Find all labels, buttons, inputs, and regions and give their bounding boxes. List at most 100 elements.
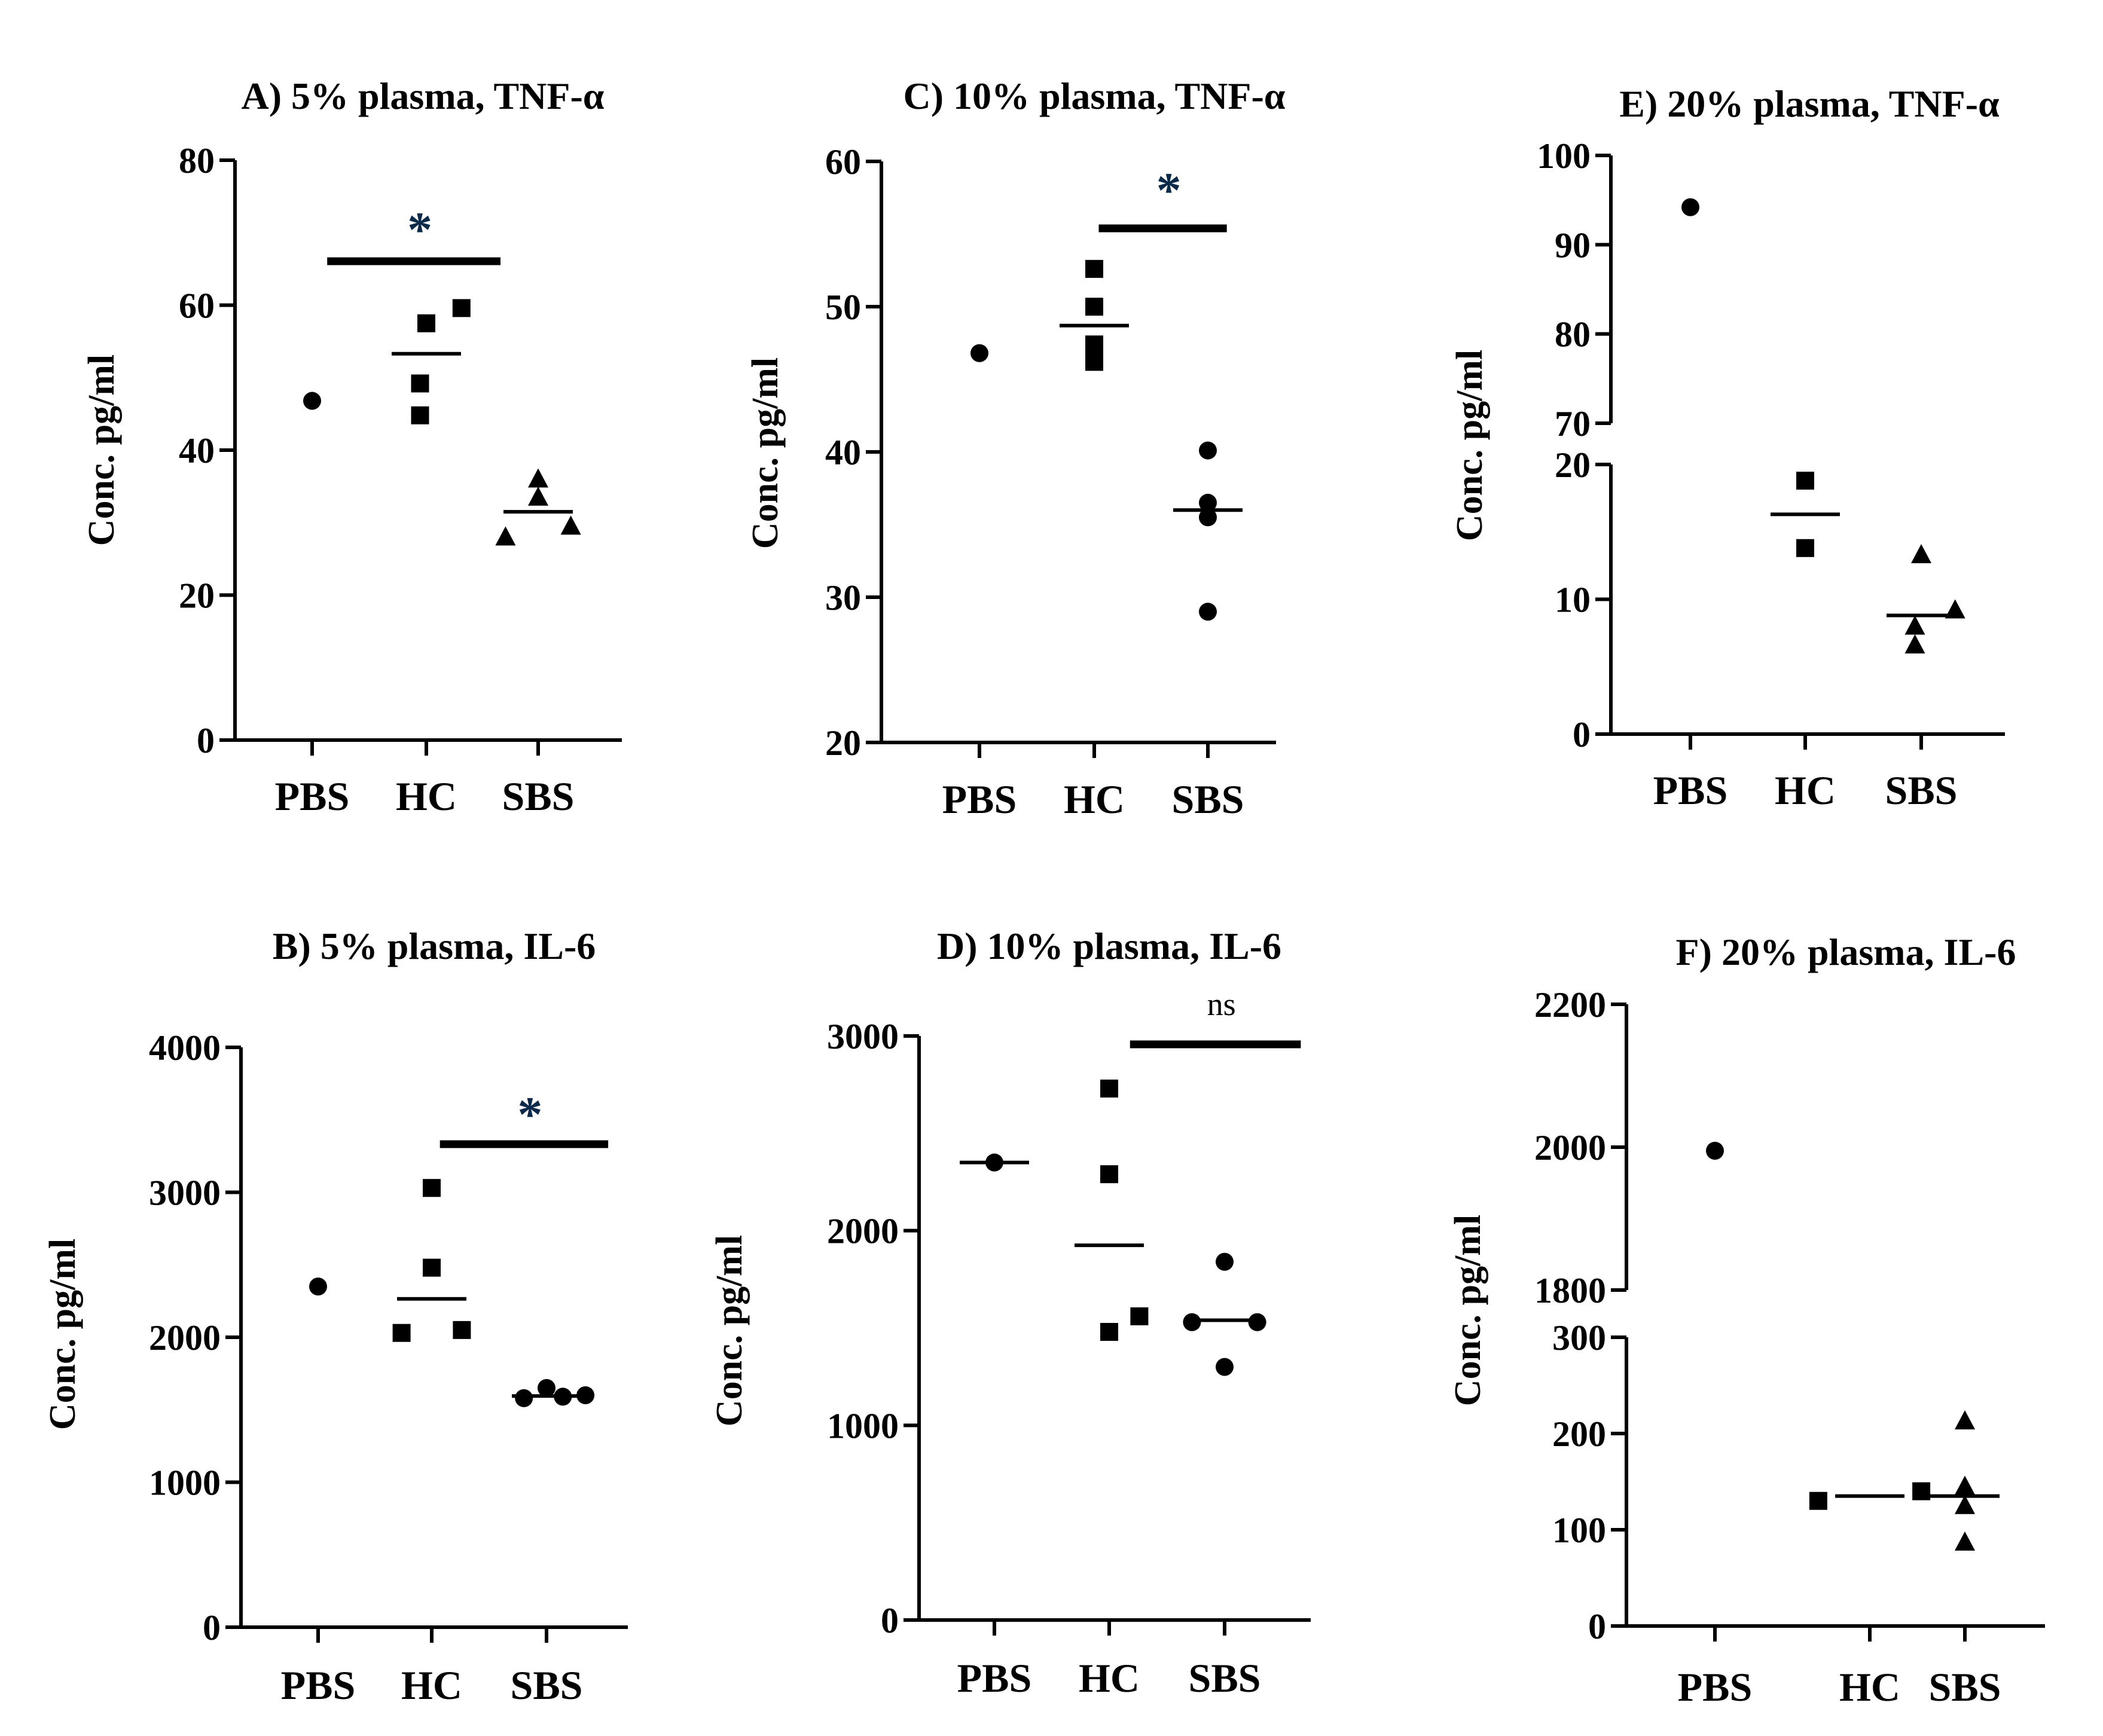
y-axis-label: Conc. pg/ml <box>81 354 122 546</box>
y-tick-label: 0 <box>881 1601 899 1640</box>
y-tick-label: 60 <box>825 142 861 182</box>
x-tick-label: SBS <box>502 774 575 819</box>
panel-title: B) 5% plasma, IL-6 <box>273 925 596 967</box>
y-axis-label: Conc. pg/ml <box>709 1235 750 1426</box>
data-point <box>970 344 988 362</box>
significance-label: * <box>1156 163 1182 218</box>
data-point <box>452 299 471 317</box>
panel-title: C) 10% plasma, TNF-α <box>904 75 1286 117</box>
y-tick-label: 1800 <box>1534 1271 1606 1310</box>
significance-label: * <box>407 202 432 258</box>
y-tick-label: 0 <box>203 1608 221 1648</box>
y-tick-label: 70 <box>1555 404 1591 444</box>
data-point <box>1085 259 1103 278</box>
data-point <box>1945 599 1965 619</box>
x-tick-label: PBS <box>275 774 350 819</box>
data-point <box>1955 1494 1975 1514</box>
y-tick-label: 0 <box>197 721 215 760</box>
data-point <box>1183 1313 1201 1331</box>
y-tick-label: 10 <box>1555 580 1591 620</box>
x-tick-label: HC <box>1079 1655 1140 1701</box>
data-point <box>576 1386 595 1404</box>
data-point <box>1100 1323 1118 1341</box>
y-tick-label: 3000 <box>827 1017 899 1056</box>
y-tick-label: 40 <box>825 433 861 472</box>
data-point <box>411 374 429 393</box>
y-tick-label: 2000 <box>827 1212 899 1251</box>
y-tick-label: 30 <box>825 578 861 618</box>
data-point <box>560 515 581 535</box>
data-point <box>1911 544 1931 564</box>
y-axis-label: Conc. pg/ml <box>42 1239 83 1430</box>
panel-f: F) 20% plasma, IL-6 Conc. pg/ml 0 100 200 300… <box>1448 931 2045 1710</box>
x-tick-label: HC <box>1064 777 1125 822</box>
data-point <box>1248 1313 1266 1331</box>
x-tick-label: SBS <box>1929 1664 2001 1710</box>
data-point <box>495 526 516 546</box>
panel-c: C) 10% plasma, TNF-α Conc. pg/ml 20 30 40 50 6… <box>745 75 1286 822</box>
x-tick-label: HC <box>1775 768 1836 813</box>
x-tick-label: PBS <box>281 1662 356 1708</box>
data-point <box>392 1324 411 1342</box>
y-axis-label: Conc. pg/ml <box>1449 350 1490 541</box>
data-point <box>1199 508 1217 527</box>
x-tick-label: SBS <box>1885 768 1958 813</box>
y-tick-label: 40 <box>179 431 215 470</box>
x-tick-label: HC <box>396 774 457 819</box>
data-point <box>1216 1252 1234 1271</box>
panel-title: A) 5% plasma, TNF-α <box>242 75 605 117</box>
y-tick-label: 90 <box>1555 225 1591 265</box>
x-tick-label: SBS <box>1172 777 1244 822</box>
x-tick-label: PBS <box>957 1655 1032 1701</box>
y-tick-label: 20 <box>179 576 215 616</box>
panel-a: A) 5% plasma, TNF-α Conc. pg/ml 0 20 40 60 80 P… <box>81 75 622 819</box>
data-point <box>1904 615 1925 635</box>
y-tick-label: 80 <box>179 141 215 181</box>
y-tick-label: 1000 <box>149 1463 221 1503</box>
y-tick-label: 1000 <box>827 1406 899 1445</box>
data-point <box>1085 298 1103 316</box>
data-point <box>303 392 321 410</box>
y-tick-label: 200 <box>1552 1414 1606 1454</box>
data-point <box>417 314 435 332</box>
data-point <box>1912 1482 1931 1500</box>
data-point <box>1216 1358 1234 1376</box>
data-point <box>411 406 429 424</box>
x-tick-label: SBS <box>1189 1655 1261 1701</box>
data-point <box>1199 441 1217 460</box>
significance-label: ns <box>1207 986 1236 1022</box>
x-tick-label: PBS <box>1653 768 1728 813</box>
panel-d: D) 10% plasma, IL-6 Conc. pg/ml 0 1000 2000 3… <box>709 925 1311 1701</box>
y-axis-label: Conc. pg/ml <box>1448 1215 1488 1406</box>
data-point <box>1085 353 1103 371</box>
data-point <box>1706 1141 1724 1160</box>
y-tick-label: 80 <box>1555 315 1591 354</box>
x-tick-label: HC <box>1839 1664 1900 1710</box>
y-tick-label: 0 <box>1588 1607 1606 1646</box>
y-tick-label: 20 <box>1555 445 1591 485</box>
data-point <box>423 1179 441 1197</box>
y-tick-label: 4000 <box>149 1028 221 1068</box>
data-point <box>1955 1475 1975 1495</box>
data-point <box>1100 1079 1118 1098</box>
x-tick-label: PBS <box>1678 1664 1753 1710</box>
y-tick-label: 20 <box>825 723 861 763</box>
y-tick-label: 60 <box>179 286 215 326</box>
data-point <box>1199 494 1217 512</box>
y-tick-label: 50 <box>825 288 861 327</box>
data-point <box>528 468 548 488</box>
data-point <box>554 1387 572 1406</box>
panel-b: B) 5% plasma, IL-6 Conc. pg/ml 0 1000 2000 30… <box>42 925 628 1708</box>
panel-title: D) 10% plasma, IL-6 <box>937 925 1281 967</box>
data-point <box>453 1321 471 1339</box>
data-point <box>309 1277 327 1296</box>
panel-title: F) 20% plasma, IL-6 <box>1676 931 2016 973</box>
significance-label: * <box>517 1087 542 1142</box>
data-point <box>1796 539 1814 557</box>
data-point <box>1130 1307 1149 1325</box>
data-point <box>1199 603 1217 621</box>
y-tick-label: 2200 <box>1534 985 1606 1025</box>
x-tick-label: SBS <box>511 1662 583 1708</box>
x-tick-label: HC <box>401 1662 462 1708</box>
